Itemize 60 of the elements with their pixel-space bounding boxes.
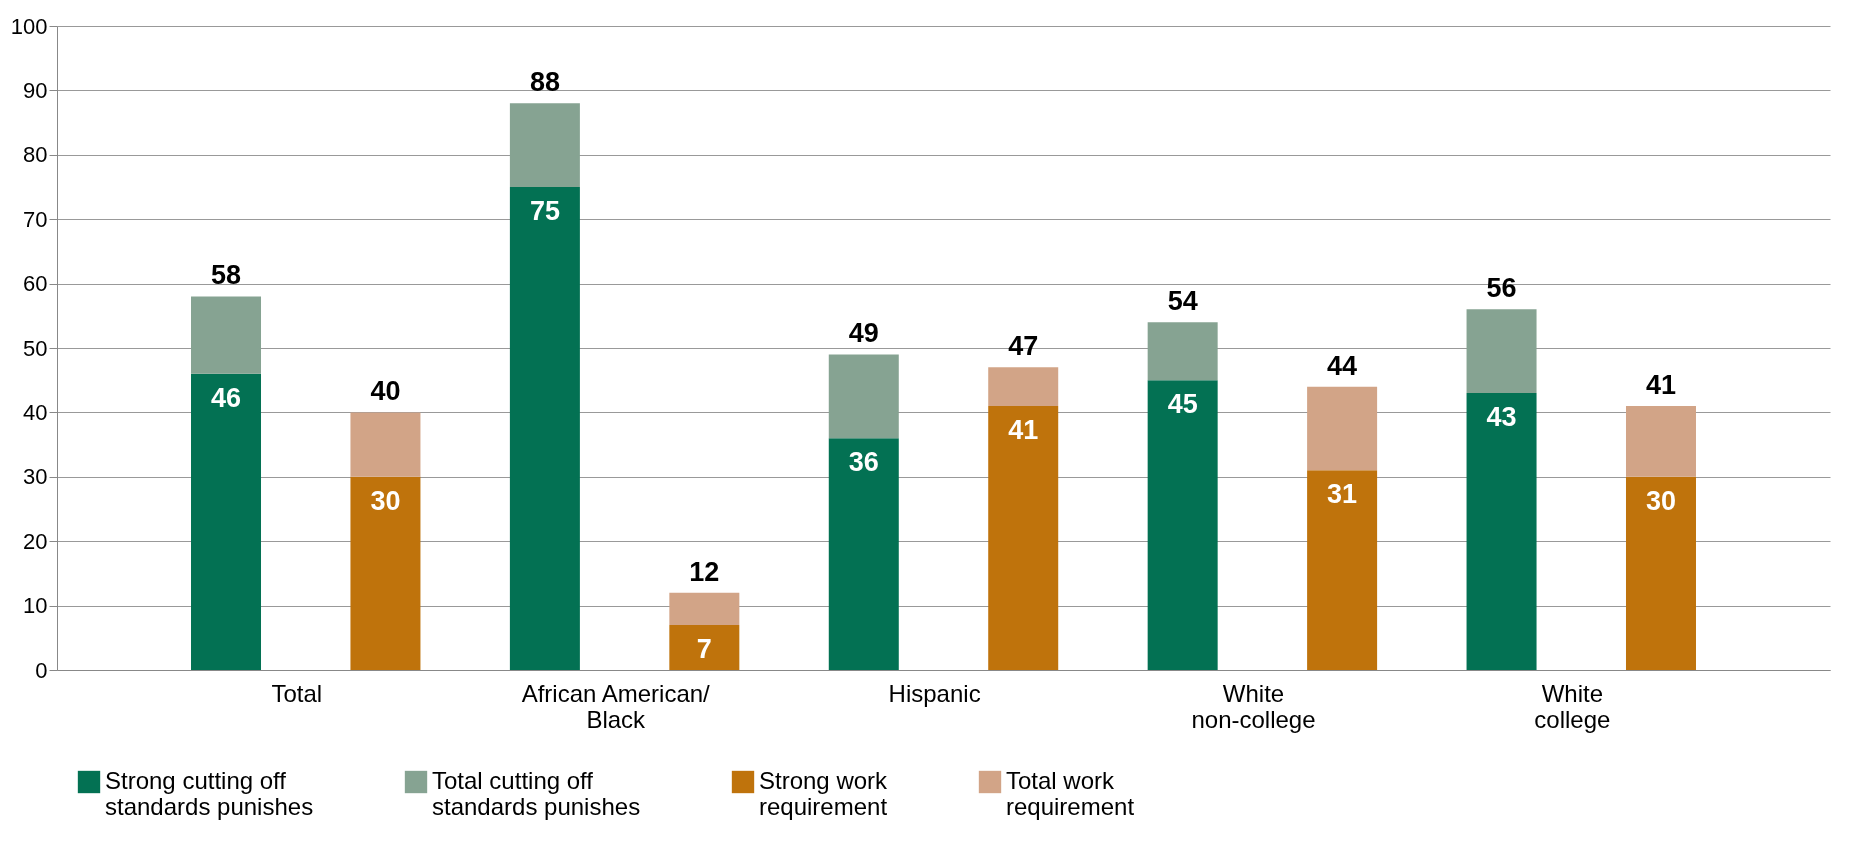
data-label: 45 xyxy=(1167,389,1198,420)
bar xyxy=(509,187,580,670)
legend-label: Strong cutting off standards punishes xyxy=(105,767,314,820)
bar xyxy=(988,405,1059,670)
bar xyxy=(350,476,421,670)
total-label: 44 xyxy=(1327,350,1358,381)
y-tick-label: 100 xyxy=(10,13,48,39)
legend-label: Total cutting off standards punishes xyxy=(432,767,641,820)
bar xyxy=(1625,476,1696,670)
bar xyxy=(1307,386,1378,471)
bar xyxy=(191,296,262,374)
data-label: 7 xyxy=(696,633,712,664)
bar xyxy=(988,367,1059,406)
y-tick-label: 60 xyxy=(23,271,48,297)
total-label: 88 xyxy=(529,67,560,98)
data-label: 46 xyxy=(210,382,242,413)
data-label: 75 xyxy=(529,196,560,226)
bar xyxy=(350,412,421,477)
bar xyxy=(669,624,740,670)
y-tick-label: 80 xyxy=(23,142,48,168)
data-label: 30 xyxy=(370,485,401,516)
x-tick-label: White college xyxy=(1534,679,1611,733)
y-tick-label: 20 xyxy=(23,528,48,554)
total-label: 58 xyxy=(210,260,242,291)
y-tick-label: 70 xyxy=(23,206,48,232)
total-label: 12 xyxy=(689,556,720,587)
bar xyxy=(1466,309,1537,394)
bar xyxy=(1147,380,1218,670)
bar xyxy=(1466,393,1537,670)
x-tick-label: Total xyxy=(271,679,323,707)
total-label: 40 xyxy=(370,376,401,407)
legend-label: Total work requirement xyxy=(1006,767,1135,820)
data-label: 43 xyxy=(1486,402,1517,433)
y-tick-label: 10 xyxy=(23,593,48,619)
total-label: 54 xyxy=(1167,286,1198,317)
x-tick-label: White non-college xyxy=(1191,679,1316,733)
bar xyxy=(828,438,899,670)
bar xyxy=(1625,405,1696,477)
bar xyxy=(1307,470,1378,670)
y-tick-label: 0 xyxy=(35,657,48,683)
bar xyxy=(828,354,899,439)
bar xyxy=(509,103,580,187)
bar xyxy=(1147,322,1218,381)
total-label: 41 xyxy=(1645,369,1677,400)
total-label: 47 xyxy=(1008,331,1039,362)
y-tick-label: 40 xyxy=(23,399,48,425)
y-tick-label: 50 xyxy=(23,335,48,361)
data-label: 30 xyxy=(1645,485,1677,516)
legend-label: Strong work requirement xyxy=(759,767,889,820)
bar xyxy=(191,373,262,670)
y-tick-label: 30 xyxy=(23,464,48,490)
data-label: 36 xyxy=(848,447,879,478)
y-tick-label: 90 xyxy=(23,77,48,103)
data-label: 31 xyxy=(1327,479,1358,510)
bar xyxy=(669,592,740,625)
x-tick-label: African American/ Black xyxy=(521,679,711,733)
total-label: 56 xyxy=(1486,273,1517,304)
data-label: 41 xyxy=(1008,414,1039,445)
x-tick-label: Hispanic xyxy=(888,679,981,707)
total-label: 49 xyxy=(848,318,879,349)
